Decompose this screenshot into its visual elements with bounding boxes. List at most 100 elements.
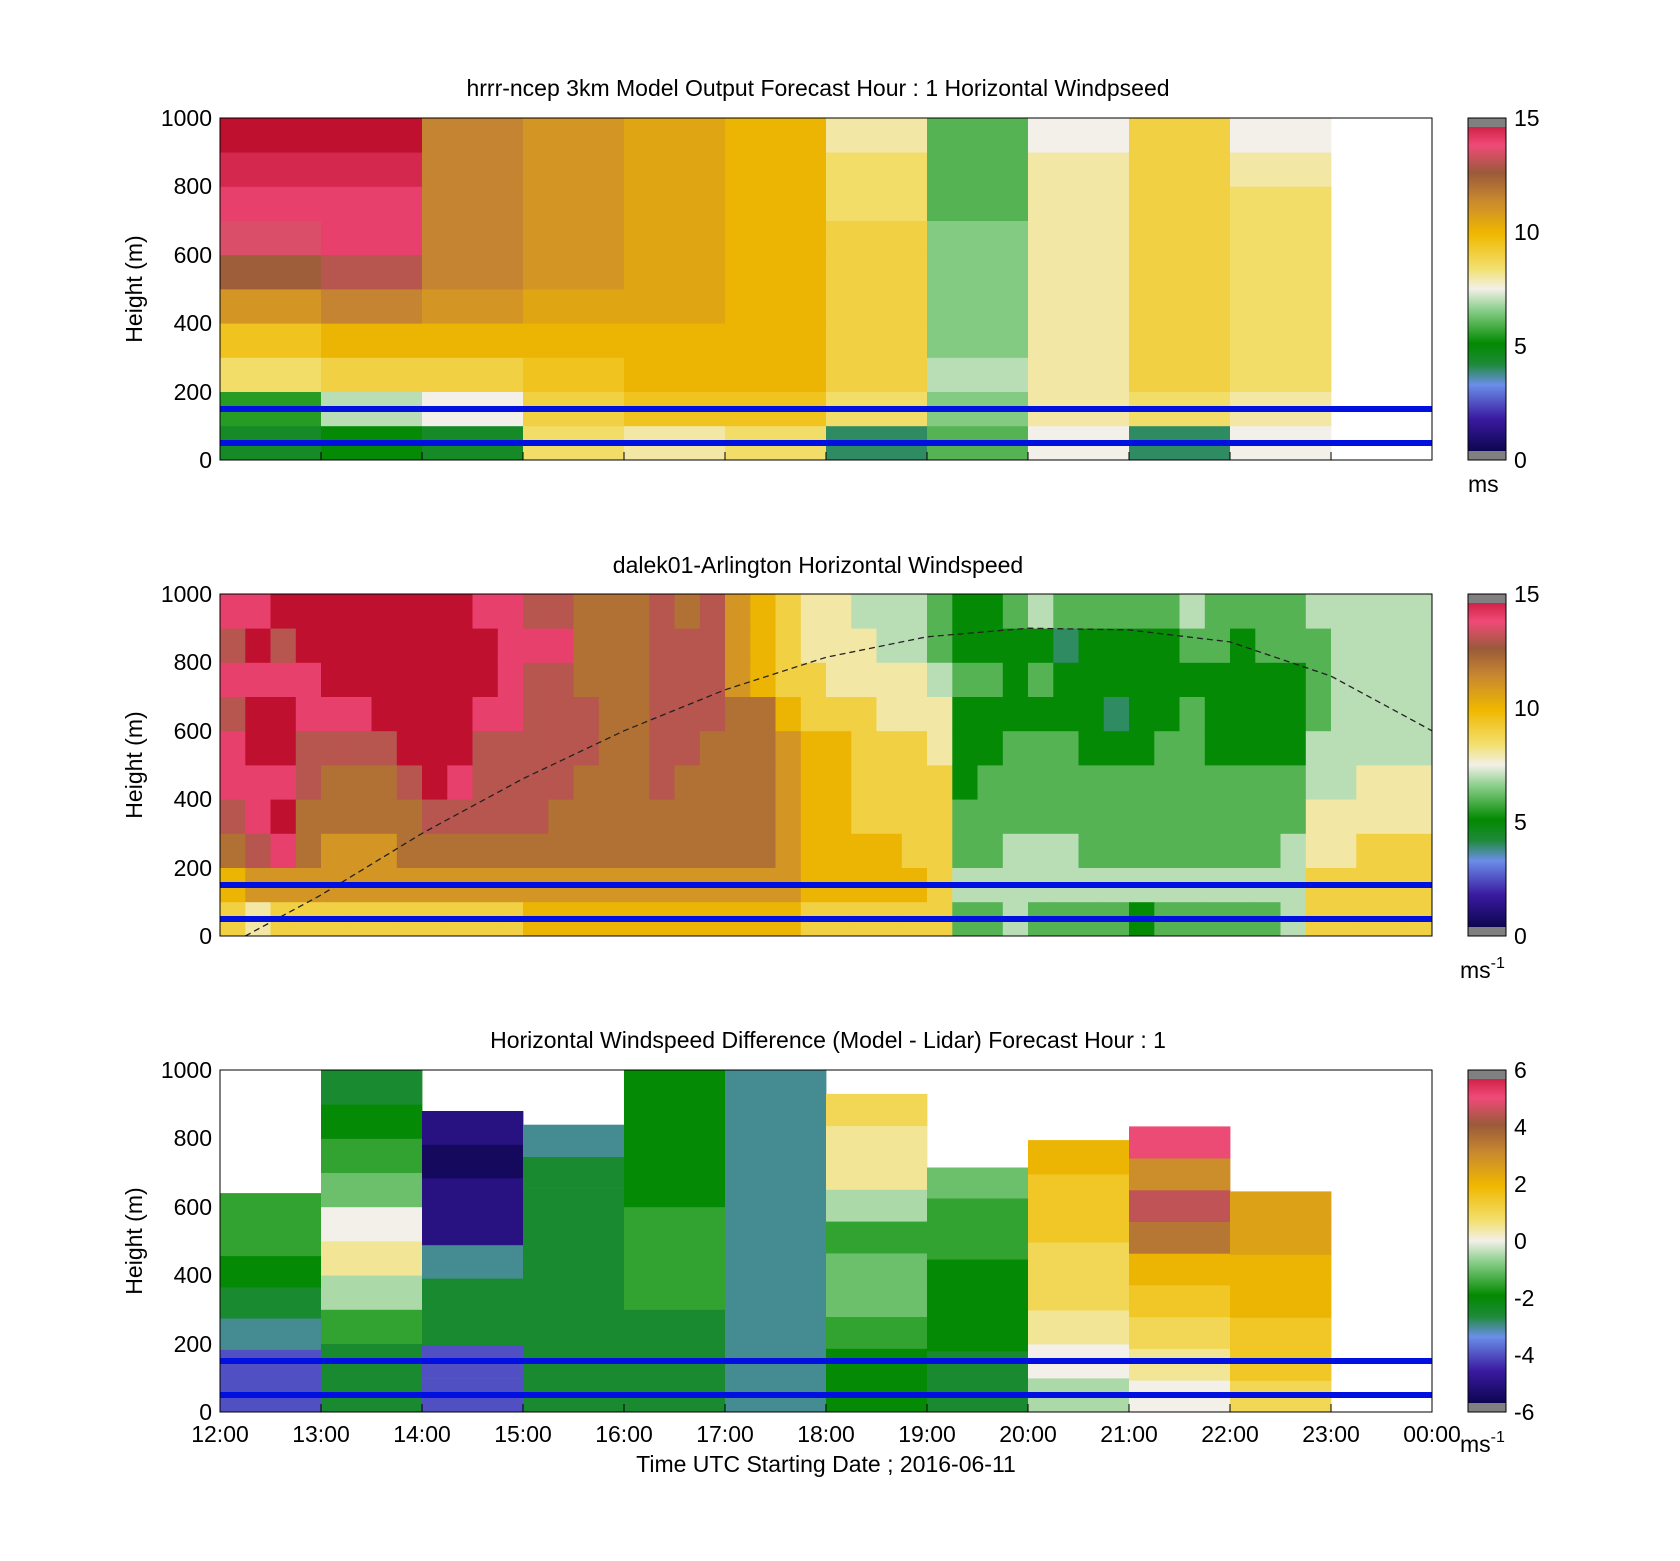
heatmap-cell — [699, 628, 726, 663]
heatmap-cell — [800, 765, 827, 800]
colorbar-tick: -4 — [1514, 1342, 1535, 1368]
heatmap-cell — [321, 594, 347, 629]
heatmap-cell — [321, 254, 423, 290]
heatmap-cell — [775, 730, 802, 766]
heatmap-cell — [750, 765, 776, 800]
heatmap-cell — [270, 833, 297, 868]
heatmap-cell — [220, 357, 322, 392]
heatmap-cell — [624, 1138, 726, 1173]
heatmap-cell — [1028, 696, 1054, 732]
heatmap-cell — [1053, 730, 1079, 766]
heatmap-cell — [1230, 254, 1332, 290]
colorbar-unit: ms-1 — [1460, 1429, 1505, 1457]
heatmap-cell — [1230, 662, 1256, 697]
heatmap-cell — [927, 357, 1029, 392]
heatmap-cell — [245, 833, 271, 868]
heatmap-cell — [295, 696, 322, 732]
y-tick-label: 400 — [174, 310, 212, 336]
heatmap-cell — [1406, 730, 1433, 766]
y-tick-label: 0 — [199, 447, 212, 473]
heatmap-cell — [1255, 799, 1281, 834]
heatmap-cell — [346, 765, 372, 800]
heatmap-cell — [548, 833, 574, 868]
heatmap-cell — [1356, 628, 1382, 663]
heatmap-cell — [422, 220, 524, 256]
heatmap-cell — [1078, 662, 1105, 697]
heatmap-cell — [826, 1348, 928, 1381]
heatmap-cell — [1053, 833, 1079, 868]
y-axis-label: Height (m) — [121, 235, 147, 342]
heatmap-cell — [624, 1309, 726, 1344]
heatmap-cell — [851, 594, 877, 629]
plot-frame — [219, 593, 1433, 937]
heatmap-cell — [725, 628, 751, 663]
heatmap-cell — [548, 594, 574, 629]
heatmap-cell — [447, 662, 473, 697]
heatmap-cell — [1129, 662, 1155, 697]
heatmap-cell — [649, 662, 675, 697]
heatmap-cell — [775, 833, 802, 868]
heatmap-cell — [1129, 289, 1231, 324]
heatmap-cell — [1230, 833, 1256, 868]
heatmap-cell — [1028, 289, 1130, 324]
heatmap-cell — [927, 220, 1029, 256]
heatmap-cell — [826, 289, 928, 324]
x-axis-ticks — [320, 1404, 1332, 1412]
heatmap-cell — [901, 628, 928, 663]
heatmap-cell — [245, 730, 271, 766]
heatmap-cell — [1230, 357, 1332, 392]
colorbar-cap-top — [1468, 118, 1506, 127]
heatmap-cell — [1381, 799, 1408, 834]
heatmap-cell — [977, 594, 1004, 629]
heatmap-cell — [927, 662, 953, 697]
heatmap-cell — [927, 1350, 1029, 1382]
heatmap-cell — [1305, 799, 1332, 834]
colorbar-frame — [1467, 117, 1507, 461]
colorbar-tick: 0 — [1514, 1228, 1527, 1254]
heatmap-cell — [497, 833, 524, 868]
heatmap-cell — [826, 1316, 928, 1349]
heatmap-cell — [1129, 1253, 1231, 1286]
heatmap-cell — [1002, 799, 1029, 834]
x-axis: 12:00 13:00 14:00 15:00 16:00 17:00 18:0… — [191, 1421, 1461, 1447]
heatmap-cell — [1053, 696, 1079, 732]
y-axis: 0 200 400 600 800 1000 — [161, 105, 212, 473]
heatmap-cell — [1230, 1285, 1332, 1318]
heatmap-cell — [346, 662, 372, 697]
heatmap-cell — [876, 833, 903, 868]
heatmap-cell — [750, 628, 776, 663]
heatmap-cell — [826, 1157, 928, 1190]
heatmap-cell — [826, 1093, 928, 1127]
heatmap-cell — [1103, 799, 1130, 834]
panel-title: hrrr-ncep 3km Model Output Forecast Hour… — [466, 75, 1169, 101]
heatmap-cell — [270, 594, 297, 629]
heatmap-cell — [927, 696, 953, 732]
heatmap-cell — [422, 765, 448, 800]
heatmap-cell — [952, 765, 978, 800]
heatmap-cell — [371, 594, 398, 629]
heatmap-cell — [1280, 628, 1307, 663]
heatmap-cell — [1179, 662, 1206, 697]
colorbar-cap-top — [1468, 1070, 1506, 1079]
heatmap-cell — [1356, 730, 1382, 766]
heatmap-cell — [826, 1125, 928, 1158]
colorbar-unit-sup: -1 — [1491, 955, 1505, 972]
x-tick-label: 00:00 — [1403, 1421, 1461, 1447]
heatmap-cell — [270, 730, 297, 766]
heatmap-cell — [573, 765, 600, 800]
heatmap-cell — [346, 799, 372, 834]
heatmap-cell — [649, 696, 675, 732]
heatmap-cell — [497, 765, 524, 800]
heatmap-cell — [321, 730, 347, 766]
heatmap-cell — [472, 662, 499, 697]
heatmap-cell — [674, 594, 701, 629]
x-axis-ticks — [320, 452, 1332, 460]
x-tick-label: 20:00 — [999, 1421, 1057, 1447]
heatmap-cell — [977, 765, 1004, 800]
heatmap-cell — [1028, 1276, 1130, 1311]
heatmap-cell — [1129, 730, 1155, 766]
heatmap-cell — [1356, 662, 1382, 697]
x-axis-label: Time UTC Starting Date ; 2016-06-11 — [636, 1451, 1016, 1477]
heatmap-cell — [1280, 662, 1307, 697]
heatmap-cell — [1028, 1310, 1130, 1345]
